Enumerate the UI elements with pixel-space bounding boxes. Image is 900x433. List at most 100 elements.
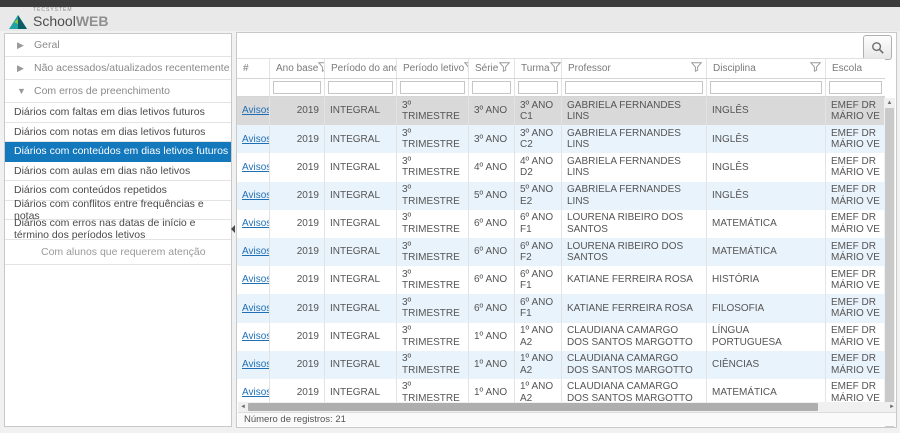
cell-value: EMEF DR MÁRIO VE: [831, 241, 880, 264]
sidebar-collapse-arrow-icon[interactable]: [231, 225, 235, 233]
horizontal-scrollbar[interactable]: ◄ ►: [238, 402, 897, 412]
cell-ano: 2019: [269, 210, 324, 238]
cell-turma: 5º ANO E2: [514, 182, 561, 210]
avisos-link[interactable]: Avisos: [242, 218, 269, 230]
sidebar-item-label: Diários com notas em dias letivos futuro…: [14, 126, 205, 138]
column-header-pletivo[interactable]: Período letivo: [396, 59, 468, 78]
table-row[interactable]: Avisos2019INTEGRAL3º TRIMESTRE4º ANO4º A…: [237, 153, 885, 181]
cell-value: EMEF DR MÁRIO VE: [831, 297, 880, 320]
avisos-link[interactable]: Avisos: [242, 387, 269, 399]
cell-escola: EMEF DR MÁRIO VE: [825, 97, 885, 125]
cell-ano: 2019: [269, 323, 324, 351]
table-row[interactable]: Avisos2019INTEGRAL3º TRIMESTRE5º ANO5º A…: [237, 182, 885, 210]
horizontal-scrollbar-thumb[interactable]: [248, 403, 818, 411]
cell-value: 2019: [297, 303, 319, 315]
avisos-link[interactable]: Avisos: [242, 190, 269, 202]
sidebar-group[interactable]: ▼Com erros de preenchimento: [5, 80, 231, 103]
filter-funnel-icon[interactable]: [810, 62, 821, 75]
schoolweb-app: tecsystem SchoolWEB ▶Geral▶Não acessados…: [0, 0, 900, 433]
cell-escola: EMEF DR MÁRIO VE: [825, 294, 885, 322]
column-header-pano[interactable]: Período do ano: [324, 59, 396, 78]
table-row[interactable]: Avisos2019INTEGRAL3º TRIMESTRE6º ANO6º A…: [237, 294, 885, 322]
table-row[interactable]: Avisos2019INTEGRAL3º TRIMESTRE1º ANO1º A…: [237, 323, 885, 351]
avisos-link[interactable]: Avisos: [242, 359, 269, 371]
cell-avisos: Avisos: [237, 153, 269, 181]
scroll-up-icon[interactable]: ▲: [884, 98, 895, 108]
avisos-link[interactable]: Avisos: [242, 274, 269, 286]
filter-funnel-icon[interactable]: [550, 62, 561, 75]
filter-input-pano[interactable]: [328, 81, 393, 94]
filter-cell-avisos: [237, 79, 269, 96]
filter-funnel-icon[interactable]: [499, 62, 510, 75]
cell-turma: 3º ANO C2: [514, 125, 561, 153]
cell-value: 4º ANO D2: [520, 156, 556, 179]
table-row[interactable]: Avisos2019INTEGRAL3º TRIMESTRE6º ANO6º A…: [237, 210, 885, 238]
avisos-link[interactable]: Avisos: [242, 134, 269, 146]
filter-input-escola[interactable]: [829, 81, 882, 94]
sidebar-group[interactable]: ▶Geral: [5, 34, 231, 57]
cell-value: LÍNGUA PORTUGUESA: [712, 325, 820, 348]
filter-input-ano[interactable]: [273, 81, 321, 94]
scroll-left-icon[interactable]: ◄: [238, 402, 248, 412]
sidebar-item[interactable]: Diários com faltas em dias letivos futur…: [5, 103, 231, 123]
table-row[interactable]: Avisos2019INTEGRAL3º TRIMESTRE1º ANO1º A…: [237, 351, 885, 379]
column-header-escola[interactable]: Escola: [825, 59, 885, 78]
table-row[interactable]: Avisos2019INTEGRAL3º TRIMESTRE6º ANO6º A…: [237, 266, 885, 294]
schoolweb-logo: tecsystem SchoolWEB: [9, 8, 108, 30]
search-button[interactable]: [863, 35, 892, 60]
avisos-link[interactable]: Avisos: [242, 105, 269, 117]
column-header-avisos[interactable]: #: [237, 59, 269, 78]
filter-input-disc[interactable]: [710, 81, 822, 94]
cell-prof: CLAUDIANA CAMARGO DOS SANTOS MARGOTTO: [561, 351, 706, 379]
table-row[interactable]: Avisos2019INTEGRAL3º TRIMESTRE6º ANO6º A…: [237, 238, 885, 266]
cell-turma: 1º ANO A2: [514, 323, 561, 351]
cell-escola: EMEF DR MÁRIO VE: [825, 266, 885, 294]
filter-input-serie[interactable]: [472, 81, 511, 94]
cell-escola: EMEF DR MÁRIO VE: [825, 238, 885, 266]
cell-pano: INTEGRAL: [324, 351, 396, 379]
avisos-link[interactable]: Avisos: [242, 303, 269, 315]
column-header-turma[interactable]: Turma: [514, 59, 561, 78]
sidebar-group[interactable]: Com alunos que requerem atenção: [5, 240, 231, 265]
filter-input-prof[interactable]: [565, 81, 703, 94]
column-header-prof[interactable]: Professor: [561, 59, 706, 78]
scroll-right-icon[interactable]: ►: [887, 402, 897, 412]
sidebar-item[interactable]: Diários com conteúdos em dias letivos fu…: [5, 142, 231, 162]
vertical-scrollbar[interactable]: ▲: [884, 98, 895, 428]
sidebar-item[interactable]: Diários com notas em dias letivos futuro…: [5, 123, 231, 143]
cell-value: 3º ANO: [474, 134, 507, 146]
cell-prof: CLAUDIANA CAMARGO DOS SANTOS MARGOTTO: [561, 323, 706, 351]
filter-funnel-icon[interactable]: [691, 62, 702, 75]
cell-value: 1º ANO: [474, 387, 507, 399]
cell-value: INGLÊS: [712, 190, 749, 202]
cell-value: INTEGRAL: [330, 387, 380, 399]
filter-cell-turma: [514, 79, 561, 96]
cell-value: HISTÓRIA: [712, 274, 759, 286]
cell-pano: INTEGRAL: [324, 294, 396, 322]
avisos-link[interactable]: Avisos: [242, 162, 269, 174]
vertical-scrollbar-thumb[interactable]: [885, 108, 894, 427]
cell-value: 3º TRIMESTRE: [402, 156, 463, 179]
cell-disc: MATEMÁTICA: [706, 238, 825, 266]
table-row[interactable]: Avisos2019INTEGRAL3º TRIMESTRE3º ANO3º A…: [237, 97, 885, 125]
table-row[interactable]: Avisos2019INTEGRAL3º TRIMESTRE3º ANO3º A…: [237, 125, 885, 153]
cell-value: 1º ANO: [474, 331, 507, 343]
sidebar-item[interactable]: Diários com erros nas datas de início e …: [5, 220, 231, 240]
column-header-disc[interactable]: Disciplina: [706, 59, 825, 78]
column-header-serie[interactable]: Série: [468, 59, 514, 78]
cell-value: 2019: [297, 134, 319, 146]
sidebar-item[interactable]: Diários com aulas em dias não letivos: [5, 162, 231, 182]
filter-input-turma[interactable]: [518, 81, 558, 94]
sidebar-group[interactable]: ▶Não acessados/atualizados recentemente: [5, 57, 231, 80]
cell-pletivo: 3º TRIMESTRE: [396, 125, 468, 153]
cell-avisos: Avisos: [237, 125, 269, 153]
column-header-label: Turma: [521, 63, 550, 74]
cell-value: 3º TRIMESTRE: [402, 269, 463, 292]
cell-value: INTEGRAL: [330, 190, 380, 202]
avisos-link[interactable]: Avisos: [242, 246, 269, 258]
filter-input-pletivo[interactable]: [400, 81, 465, 94]
cell-serie: 1º ANO: [468, 323, 514, 351]
column-header-ano[interactable]: Ano base: [269, 59, 324, 78]
cell-prof: GABRIELA FERNANDES LINS: [561, 182, 706, 210]
avisos-link[interactable]: Avisos: [242, 331, 269, 343]
